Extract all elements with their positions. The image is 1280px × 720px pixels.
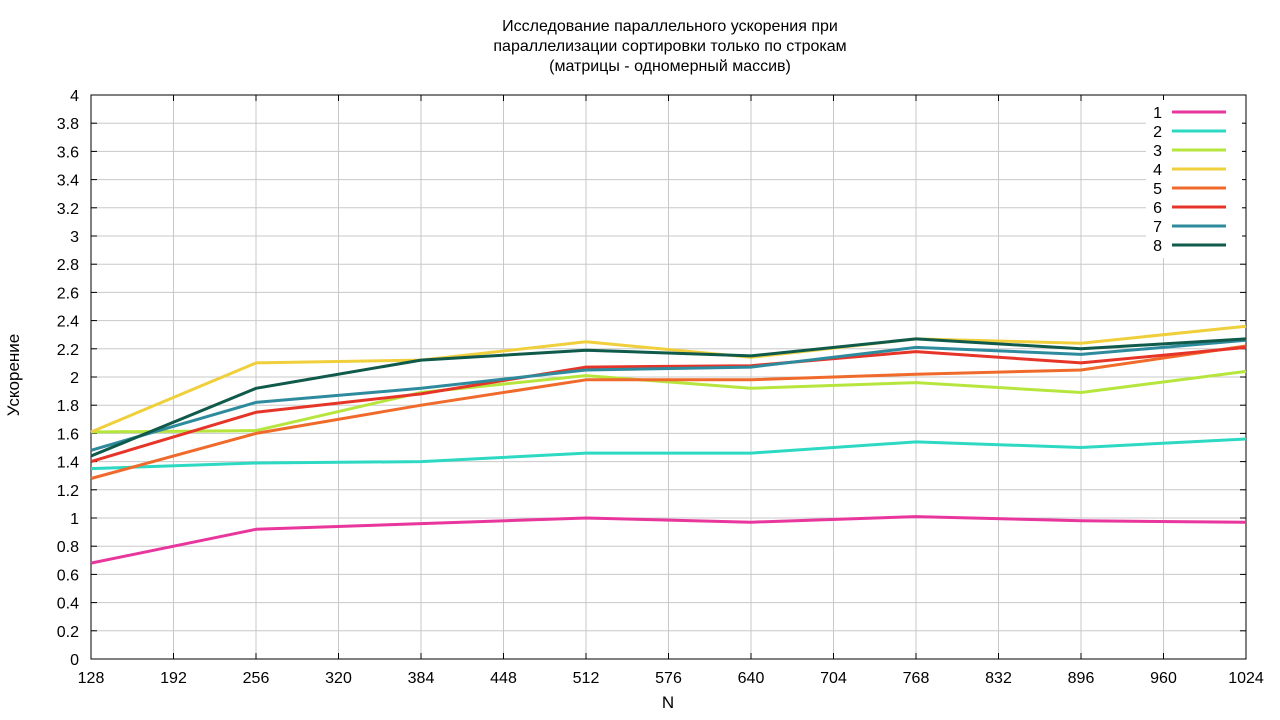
x-tick-label: 512 — [573, 670, 600, 687]
y-tick-label: 2.8 — [57, 257, 79, 274]
y-tick-label: 0.4 — [57, 596, 79, 613]
y-tick-label: 1.8 — [57, 398, 79, 415]
y-tick-label: 2.6 — [57, 285, 79, 302]
x-tick-label: 448 — [490, 670, 517, 687]
legend-label-4: 4 — [1153, 162, 1162, 179]
y-tick-label: 0.2 — [57, 624, 79, 641]
x-tick-label: 128 — [78, 670, 105, 687]
y-tick-label: 1.2 — [57, 483, 79, 500]
x-tick-label: 192 — [160, 670, 187, 687]
y-tick-label: 3.4 — [57, 173, 79, 190]
series-line-6 — [90, 345, 1247, 464]
y-axis-label: Ускорение — [4, 333, 23, 417]
legend-label-5: 5 — [1153, 181, 1162, 198]
series-line-4 — [90, 324, 1247, 434]
x-tick-label: 640 — [738, 670, 765, 687]
x-tick-label: 896 — [1068, 670, 1095, 687]
y-tick-label: 1.4 — [57, 455, 79, 472]
x-tick-label: 576 — [655, 670, 682, 687]
y-tick-label: 3.6 — [57, 144, 79, 161]
x-tick-label: 1024 — [1228, 670, 1264, 687]
x-tick-label: 384 — [408, 670, 435, 687]
x-axis-label: N — [661, 693, 675, 712]
legend-label-2: 2 — [1153, 124, 1162, 141]
y-tick-label: 3 — [70, 229, 79, 246]
y-tick-label: 1.6 — [57, 426, 79, 443]
legend-label-6: 6 — [1153, 200, 1162, 217]
y-tick-label: 0.8 — [57, 539, 79, 556]
chart-title-line-2: параллелизации сортировки только по стро… — [493, 38, 847, 55]
y-tick-label: 0 — [70, 652, 79, 669]
y-tick-label: 0.6 — [57, 567, 79, 584]
x-tick-label: 832 — [985, 670, 1012, 687]
y-tick-label: 2 — [70, 370, 79, 387]
series-line-5 — [90, 344, 1247, 480]
x-tick-label: 768 — [903, 670, 930, 687]
chart-title-line-1: Исследование параллельного ускорения при — [502, 18, 838, 35]
y-tick-label: 3.8 — [57, 116, 79, 133]
x-tick-label: 256 — [243, 670, 270, 687]
legend-label-3: 3 — [1153, 143, 1162, 160]
series-line-8 — [90, 337, 1247, 458]
x-tick-label: 704 — [820, 670, 847, 687]
chart-title-line-3: (матрицы - одномерный массив) — [549, 58, 791, 75]
legend-label-1: 1 — [1153, 105, 1162, 122]
series-line-7 — [90, 338, 1247, 452]
legend-label-7: 7 — [1153, 219, 1162, 236]
y-tick-label: 2.4 — [57, 314, 79, 331]
series-line-2 — [90, 437, 1247, 471]
x-tick-label: 960 — [1150, 670, 1177, 687]
legend-box — [1146, 100, 1242, 258]
series-line-1 — [90, 515, 1247, 565]
y-tick-label: 1 — [70, 511, 79, 528]
x-tick-label: 320 — [325, 670, 352, 687]
y-tick-label: 3.2 — [57, 201, 79, 218]
y-tick-label: 4 — [70, 88, 79, 105]
legend-label-8: 8 — [1153, 238, 1162, 255]
series-line-3 — [90, 369, 1247, 434]
y-tick-label: 2.2 — [57, 342, 79, 359]
